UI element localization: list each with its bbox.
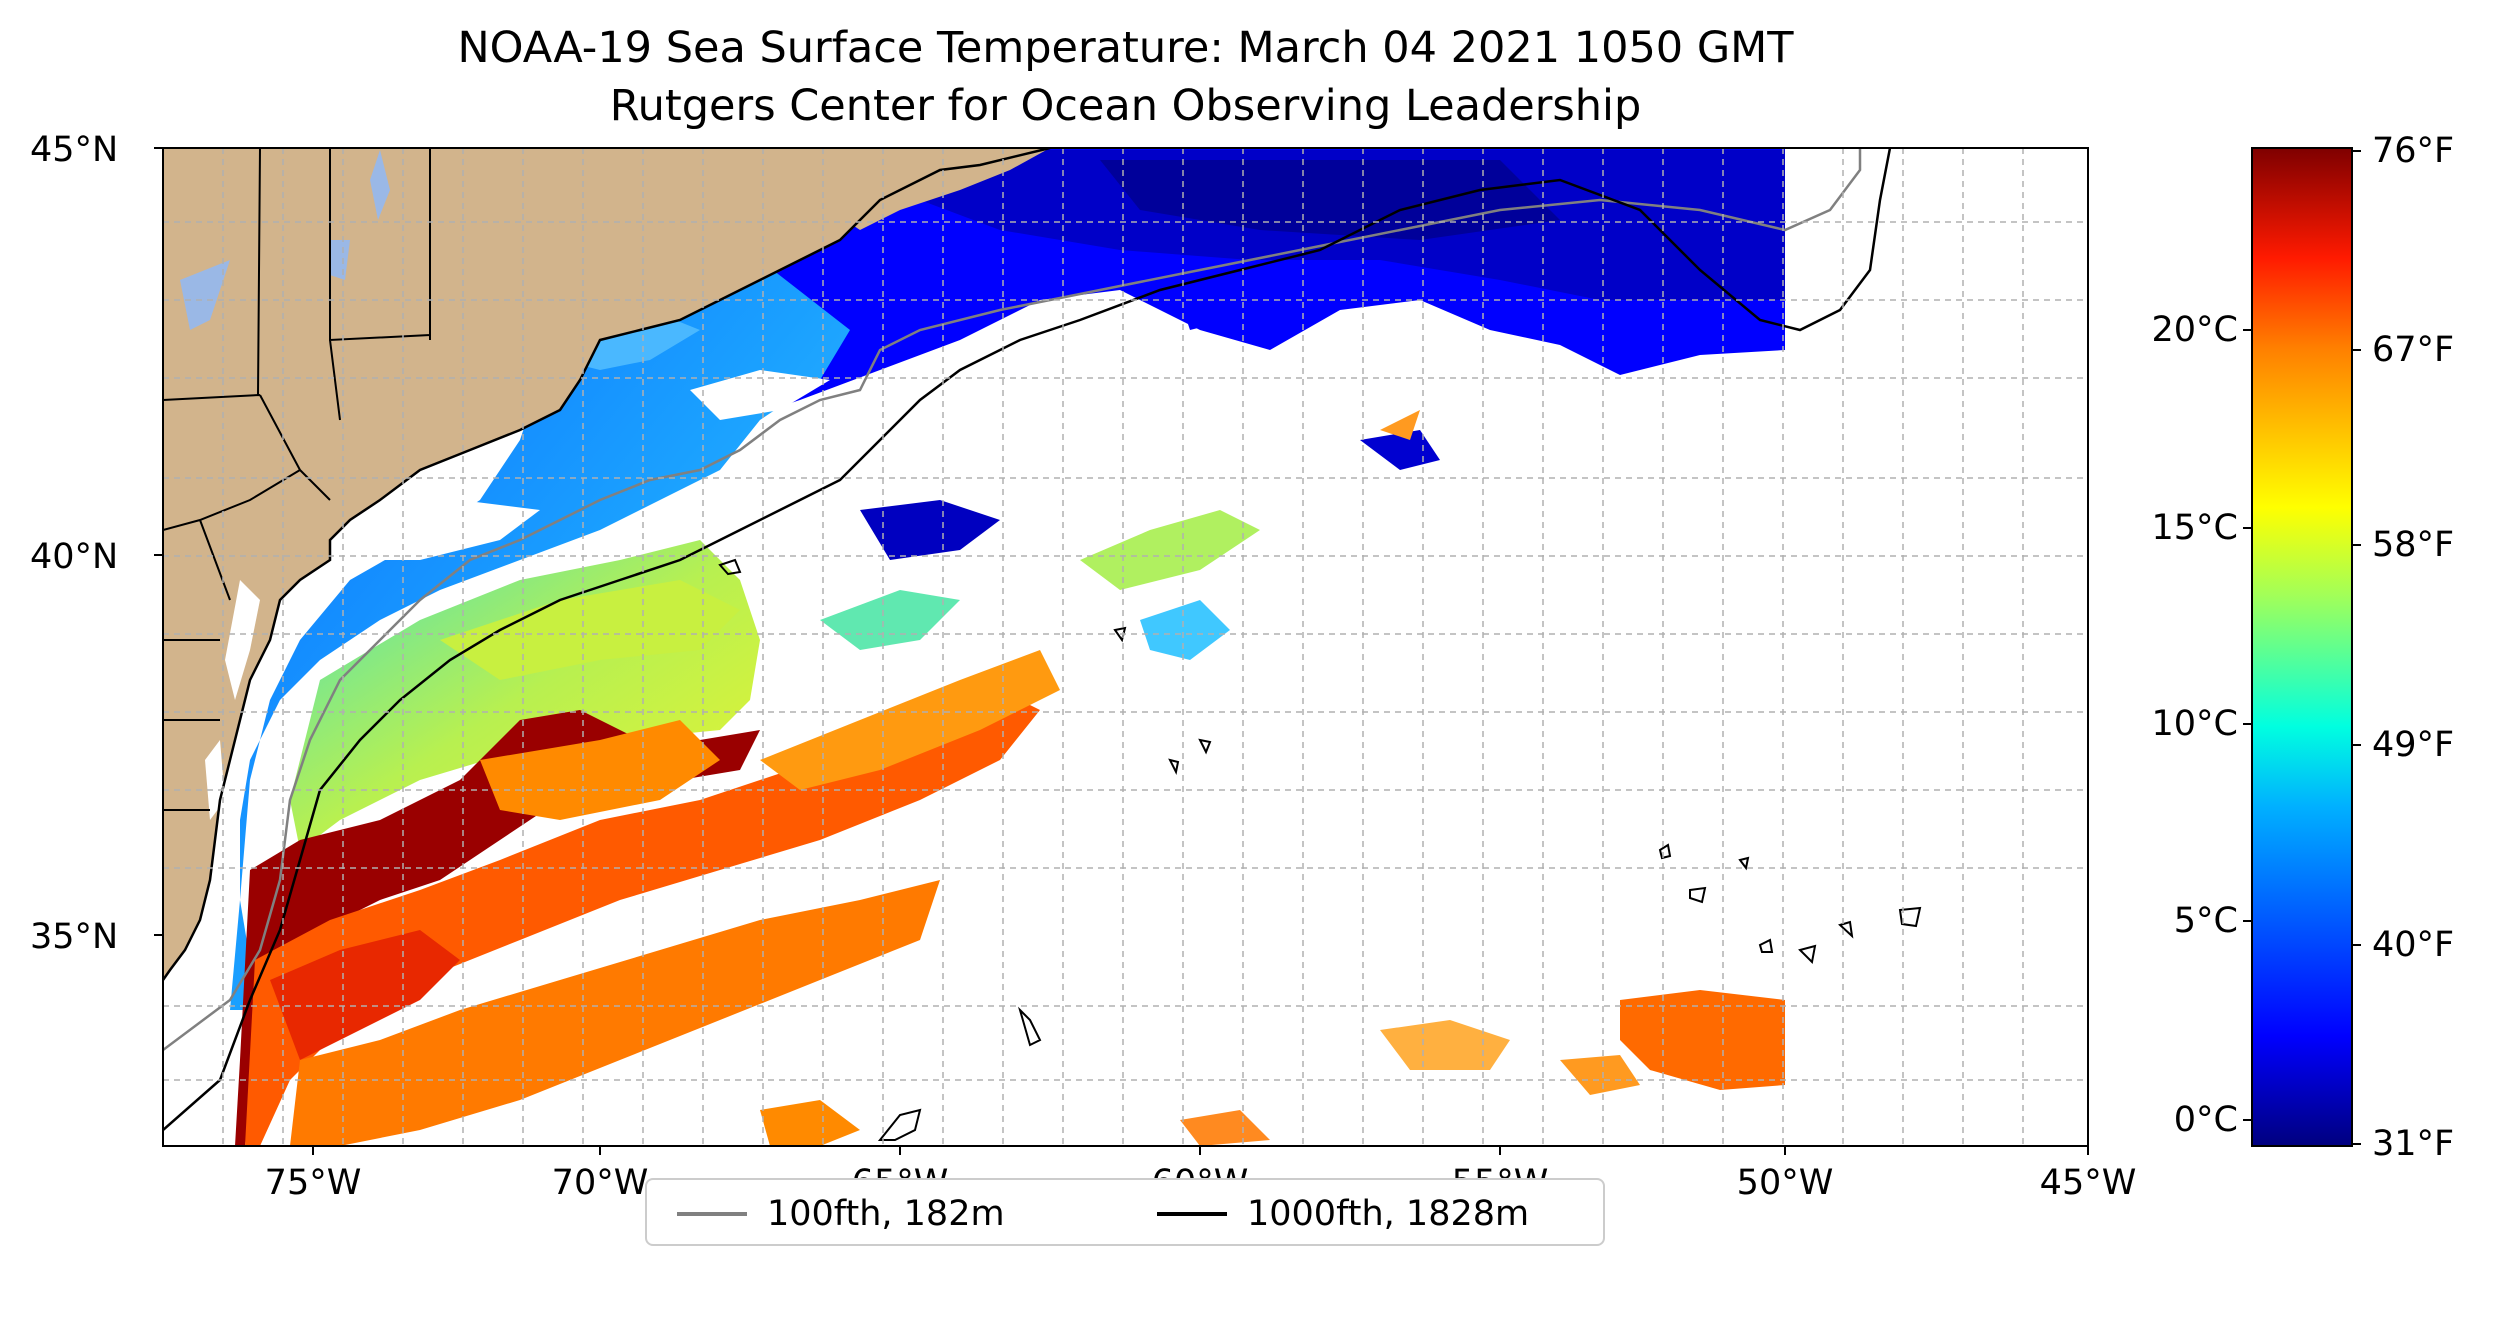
legend-line-gray	[677, 1212, 747, 1216]
legend-label: 100fth, 182m	[767, 1194, 1005, 1234]
lon-tick-label: 50°W	[1736, 1163, 1834, 1203]
sst-field	[230, 148, 1785, 1146]
lat-tick-label: 35°N	[30, 917, 119, 957]
colorbar-celsius-label: 15°C	[2151, 508, 2238, 548]
colorbar-celsius-label: 0°C	[2173, 1100, 2238, 1140]
legend-item-100fth: 100fth, 182m	[677, 1192, 1005, 1236]
land	[163, 148, 1051, 981]
colorbar	[2251, 147, 2353, 1147]
colorbar-celsius-label: 20°C	[2151, 310, 2238, 350]
map-frame	[162, 147, 2089, 1147]
colorbar-fahrenheit-label: 67°F	[2372, 330, 2455, 370]
legend-label: 1000fth, 1828m	[1247, 1194, 1530, 1234]
lat-tick-label: 45°N	[30, 130, 119, 170]
colorbar-ticks	[2243, 150, 2361, 1145]
lon-tick-label: 75°W	[264, 1163, 362, 1203]
coastline	[163, 148, 1051, 981]
colorbar-celsius-label: 10°C	[2151, 704, 2238, 744]
axis-ticks	[154, 147, 2089, 1155]
isobath-100fth	[163, 148, 1862, 1052]
lon-tick-label: 70°W	[551, 1163, 649, 1203]
map-gridlines	[163, 148, 2088, 1146]
colorbar-fahrenheit-label: 58°F	[2372, 525, 2455, 565]
shelf-water-region	[230, 250, 850, 1010]
colorbar-fahrenheit-label: 31°F	[2372, 1124, 2455, 1164]
legend-line-black	[1157, 1212, 1227, 1216]
map-subtitle: Rutgers Center for Ocean Observing Leade…	[609, 81, 1642, 131]
map-title: NOAA-19 Sea Surface Temperature: March 0…	[457, 23, 1794, 73]
map-legend: 100fth, 182m 1000fth, 1828m	[645, 1178, 1605, 1246]
colorbar-fahrenheit-label: 76°F	[2372, 131, 2455, 171]
isobath-1000fth	[163, 148, 1892, 1131]
land-mass	[163, 148, 1050, 980]
lon-tick-label: 45°W	[2039, 1163, 2137, 1203]
lat-tick-label: 40°N	[30, 537, 119, 577]
colorbar-fahrenheit-label: 40°F	[2372, 925, 2455, 965]
legend-item-1000fth: 1000fth, 1828m	[1157, 1192, 1529, 1236]
colorbar-celsius-label: 5°C	[2173, 901, 2238, 941]
colorbar-fahrenheit-label: 49°F	[2372, 725, 2455, 765]
